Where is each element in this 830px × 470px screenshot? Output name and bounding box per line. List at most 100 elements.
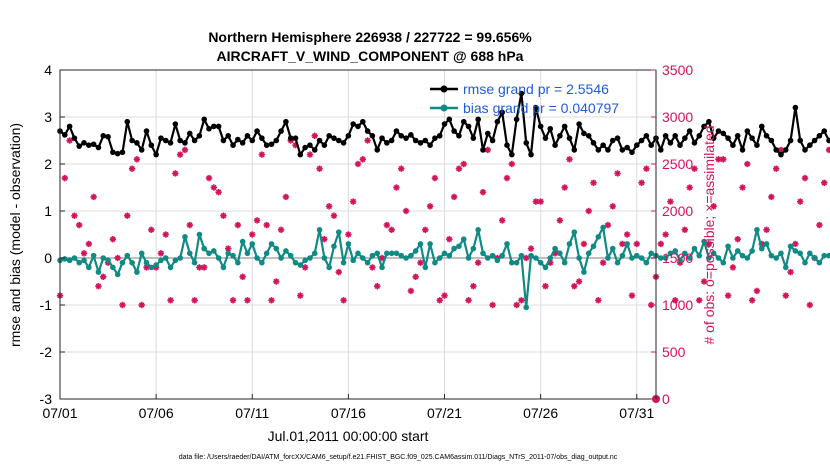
bias-point [119, 259, 126, 266]
rmse-point [292, 135, 299, 141]
bias-point [158, 257, 164, 264]
obs-marker-stroke [143, 264, 150, 271]
obs-marker-stroke [715, 156, 722, 163]
obs-marker-stroke [225, 245, 232, 252]
rmse-point [605, 147, 611, 153]
legend-rmse-label: rmse grand pr = 2.5546 [463, 81, 609, 97]
obs-count-marker [585, 207, 592, 215]
obs-count-marker [422, 226, 429, 233]
bias-point [191, 259, 198, 266]
obs-marker-stroke [369, 264, 376, 271]
rmse-point [403, 135, 409, 141]
legend: rmse grand pr = 2.5546 bias grand pr = 0… [430, 81, 619, 116]
obs-count-marker [109, 236, 117, 243]
rmse-point [345, 133, 352, 139]
obs-marker-stroke [614, 170, 621, 177]
obs-count-marker [561, 184, 568, 191]
bias-point [734, 248, 741, 254]
obs-marker-stroke [331, 212, 337, 219]
rmse-point [235, 136, 241, 143]
rmse-point [360, 118, 366, 125]
obs-count-marker [258, 151, 266, 158]
bias-point [211, 248, 217, 254]
rmse-point [720, 130, 727, 137]
rmse-point [754, 142, 760, 148]
obs-marker-stroke [196, 264, 203, 271]
bias-point [398, 252, 405, 259]
bias-point [590, 243, 597, 250]
obs-marker-stroke [456, 165, 462, 172]
obs-count-marker [85, 240, 93, 248]
bias-point [384, 250, 390, 257]
obs-count-marker [133, 156, 141, 163]
obs-count-marker [825, 146, 830, 154]
rmse-point [802, 147, 808, 153]
obs-marker-stroke [148, 226, 155, 233]
obs-count-marker [273, 278, 280, 285]
bias-point [235, 259, 241, 266]
bias-point [220, 264, 227, 271]
rmse-point [509, 151, 515, 158]
bias-point [76, 259, 83, 266]
obs-marker-stroke [393, 184, 400, 191]
bias-series [57, 224, 830, 311]
obs-marker-stroke [710, 203, 717, 210]
obs-marker-stroke [725, 292, 731, 299]
bias-point [528, 252, 534, 259]
obs-count-marker [234, 221, 242, 229]
bias-point [393, 250, 400, 257]
obs-marker-stroke [706, 241, 712, 247]
obs-count-marker [249, 231, 256, 238]
obs-count-marker [599, 259, 607, 266]
obs-count-marker [244, 297, 251, 304]
bias-point [316, 227, 323, 233]
obs-count-marker [537, 198, 544, 205]
obs-count-marker [345, 231, 352, 238]
obs-count-marker [446, 236, 453, 243]
obs-count-marker [729, 264, 737, 271]
obs-count-marker [796, 198, 804, 205]
obs-count-marker [369, 264, 376, 271]
rmse-point [701, 123, 707, 130]
rmse-point [715, 128, 722, 134]
rmse-point [86, 142, 92, 148]
obs-count-marker [441, 292, 448, 299]
obs-marker-stroke [658, 241, 664, 247]
bias-point [754, 227, 760, 233]
rmse-point [95, 144, 102, 151]
obs-count-marker [792, 240, 799, 248]
rmse-point [600, 142, 606, 148]
obs-count-marker [191, 297, 198, 304]
rmse-point [518, 90, 525, 97]
obs-marker-stroke [432, 175, 438, 181]
rmse-point [504, 142, 510, 148]
obs-marker-stroke [340, 297, 347, 304]
obs-marker-stroke [239, 273, 246, 280]
bias-point [682, 250, 688, 257]
bias-point [677, 257, 683, 264]
rmse-point [254, 128, 260, 134]
bias-point [292, 259, 299, 266]
obs-marker-stroke [110, 236, 116, 243]
obs-count-marker [340, 297, 347, 304]
bias-point [100, 255, 107, 261]
obs-count-marker [691, 165, 698, 172]
obs-count-marker [436, 297, 443, 304]
obs-marker-stroke [523, 255, 530, 261]
obs-count-marker [268, 297, 275, 304]
rmse-point [287, 135, 294, 141]
bias-point [417, 241, 424, 247]
rmse-point [316, 137, 323, 144]
rmse-point [364, 128, 371, 134]
rmse-point [100, 133, 107, 139]
obs-count-marker [609, 203, 616, 210]
obs-count-marker [200, 264, 208, 271]
obs-marker-stroke [768, 194, 775, 200]
rmse-point [177, 137, 183, 144]
obs-marker-stroke [585, 208, 592, 214]
obs-marker-stroke [749, 297, 755, 304]
bias-point [283, 248, 289, 254]
rmse-point [557, 133, 563, 139]
obs-marker-stroke [186, 222, 193, 228]
rmse-point [581, 130, 587, 137]
